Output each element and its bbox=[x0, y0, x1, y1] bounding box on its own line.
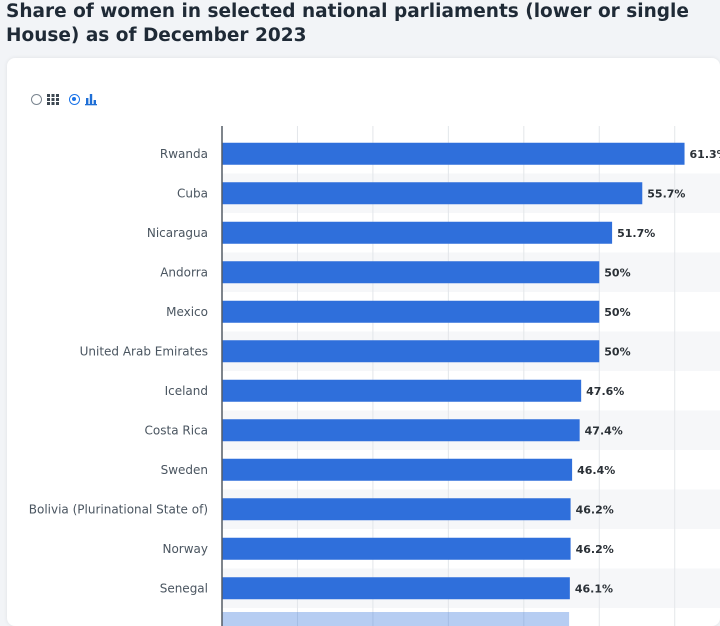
category-label: Mexico bbox=[166, 305, 208, 319]
value-label: 55.7% bbox=[647, 187, 685, 200]
bar bbox=[222, 221, 613, 244]
bar bbox=[222, 182, 643, 205]
bar bbox=[222, 537, 571, 560]
bar bbox=[222, 498, 571, 521]
value-label: 51.7% bbox=[617, 227, 655, 240]
page-title: Share of women in selected national parl… bbox=[6, 1, 689, 46]
category-label: Sweden bbox=[161, 463, 208, 477]
category-label: Nicaragua bbox=[147, 226, 208, 240]
bar bbox=[222, 261, 600, 284]
bar bbox=[222, 612, 570, 626]
value-label: 46.2% bbox=[576, 543, 614, 556]
value-label: 46.4% bbox=[577, 464, 615, 477]
category-label: United Arab Emirates bbox=[80, 344, 208, 358]
category-label: Iceland bbox=[165, 384, 208, 398]
value-label: 61.3% bbox=[690, 148, 720, 161]
value-label: 46.2% bbox=[576, 503, 614, 516]
bar bbox=[222, 379, 582, 402]
table-view-icon[interactable] bbox=[46, 92, 60, 106]
category-label: Senegal bbox=[160, 581, 208, 595]
bar bbox=[222, 419, 580, 442]
category-label: Andorra bbox=[160, 265, 208, 279]
value-label: 50% bbox=[604, 345, 630, 358]
view-toggle bbox=[31, 90, 107, 108]
category-label: Norway bbox=[162, 542, 208, 556]
value-label: 50% bbox=[604, 266, 630, 279]
value-label: 46.1% bbox=[575, 582, 613, 595]
bar-chart-view-icon[interactable] bbox=[84, 92, 98, 106]
bar bbox=[222, 577, 570, 600]
bar bbox=[222, 340, 600, 363]
bar bbox=[222, 300, 600, 323]
category-label: Cuba bbox=[177, 186, 208, 200]
value-label: 50% bbox=[604, 306, 630, 319]
chart-card: Rwanda 61.3% Cuba 55.7% Nicaragua 51.7% Andorr… bbox=[7, 58, 720, 626]
value-label: 47.4% bbox=[585, 424, 623, 437]
bar bbox=[222, 142, 685, 165]
table-view-radio[interactable] bbox=[31, 93, 42, 105]
category-label: Costa Rica bbox=[145, 423, 208, 437]
bar-chart: Rwanda 61.3% Cuba 55.7% Nicaragua 51.7% Andorr… bbox=[29, 126, 720, 626]
bar bbox=[222, 458, 573, 481]
category-label: Bolivia (Plurinational State of) bbox=[29, 502, 208, 516]
chart-view-radio[interactable] bbox=[69, 93, 80, 105]
value-label: 47.6% bbox=[586, 385, 624, 398]
category-label: Rwanda bbox=[160, 147, 208, 161]
